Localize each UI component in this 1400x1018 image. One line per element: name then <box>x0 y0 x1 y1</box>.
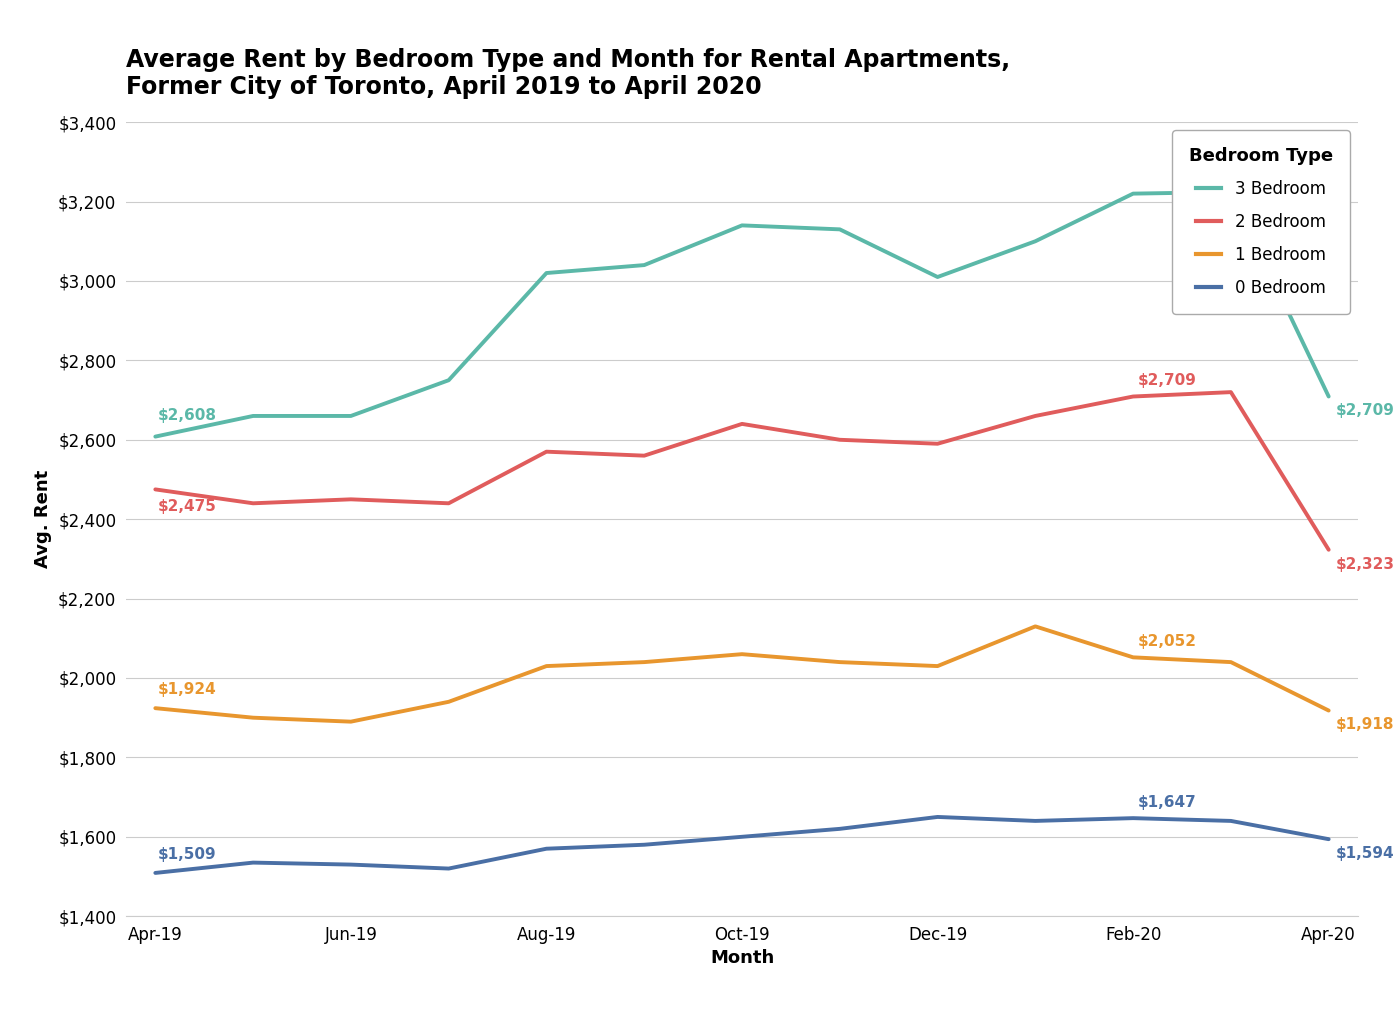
2 Bedroom <box>245 497 262 509</box>
2 Bedroom <box>930 438 946 450</box>
0 Bedroom <box>734 831 750 843</box>
2 Bedroom <box>440 497 456 509</box>
0 Bedroom <box>147 866 164 879</box>
0 Bedroom <box>636 839 652 851</box>
2 Bedroom <box>1028 410 1044 422</box>
Text: $1,509: $1,509 <box>158 847 217 862</box>
0 Bedroom <box>538 843 554 855</box>
3 Bedroom <box>1320 390 1337 402</box>
0 Bedroom <box>440 862 456 874</box>
Text: $2,052: $2,052 <box>1137 634 1196 649</box>
0 Bedroom <box>1124 812 1141 825</box>
1 Bedroom <box>1028 620 1044 632</box>
Text: $1,594: $1,594 <box>1336 846 1394 861</box>
Text: Average Rent by Bedroom Type and Month for Rental Apartments,
Former City of Tor: Average Rent by Bedroom Type and Month f… <box>126 48 1011 100</box>
3 Bedroom <box>343 410 360 422</box>
Text: $1,647: $1,647 <box>1137 795 1196 809</box>
Line: 0 Bedroom: 0 Bedroom <box>155 817 1329 872</box>
1 Bedroom <box>832 656 848 668</box>
Text: $1,924: $1,924 <box>158 682 217 697</box>
Text: $3,224: $3,224 <box>1235 169 1294 183</box>
2 Bedroom <box>1222 386 1239 398</box>
3 Bedroom <box>440 375 456 387</box>
3 Bedroom <box>1124 187 1141 200</box>
3 Bedroom <box>734 219 750 231</box>
2 Bedroom <box>538 446 554 458</box>
1 Bedroom <box>538 660 554 672</box>
Y-axis label: Avg. Rent: Avg. Rent <box>35 470 52 568</box>
Line: 1 Bedroom: 1 Bedroom <box>155 626 1329 722</box>
1 Bedroom <box>734 648 750 661</box>
3 Bedroom <box>538 267 554 279</box>
1 Bedroom <box>1320 704 1337 717</box>
2 Bedroom <box>1124 390 1141 402</box>
3 Bedroom <box>930 271 946 283</box>
Text: $2,709: $2,709 <box>1137 374 1196 388</box>
1 Bedroom <box>343 716 360 728</box>
0 Bedroom <box>930 811 946 824</box>
2 Bedroom <box>147 484 164 496</box>
3 Bedroom <box>1222 186 1239 199</box>
Text: $2,608: $2,608 <box>158 408 217 422</box>
2 Bedroom <box>636 450 652 462</box>
0 Bedroom <box>343 858 360 870</box>
Text: $1,918: $1,918 <box>1336 718 1394 733</box>
2 Bedroom <box>832 434 848 446</box>
Text: $2,709: $2,709 <box>1336 403 1394 418</box>
3 Bedroom <box>832 223 848 235</box>
Legend: 3 Bedroom, 2 Bedroom, 1 Bedroom, 0 Bedroom: 3 Bedroom, 2 Bedroom, 1 Bedroom, 0 Bedro… <box>1172 130 1350 314</box>
1 Bedroom <box>440 695 456 708</box>
0 Bedroom <box>245 856 262 868</box>
2 Bedroom <box>343 494 360 506</box>
1 Bedroom <box>930 660 946 672</box>
3 Bedroom <box>1028 235 1044 247</box>
0 Bedroom <box>1028 814 1044 827</box>
1 Bedroom <box>147 702 164 715</box>
3 Bedroom <box>245 410 262 422</box>
1 Bedroom <box>1222 656 1239 668</box>
1 Bedroom <box>636 656 652 668</box>
3 Bedroom <box>147 431 164 443</box>
1 Bedroom <box>1124 652 1141 664</box>
Line: 2 Bedroom: 2 Bedroom <box>155 392 1329 550</box>
X-axis label: Month: Month <box>710 950 774 967</box>
0 Bedroom <box>832 823 848 835</box>
1 Bedroom <box>245 712 262 724</box>
Text: $2,323: $2,323 <box>1336 557 1394 572</box>
Line: 3 Bedroom: 3 Bedroom <box>155 192 1329 437</box>
2 Bedroom <box>1320 544 1337 556</box>
0 Bedroom <box>1320 833 1337 845</box>
Text: $2,475: $2,475 <box>158 500 217 514</box>
2 Bedroom <box>734 417 750 430</box>
0 Bedroom <box>1222 814 1239 827</box>
3 Bedroom <box>636 259 652 271</box>
